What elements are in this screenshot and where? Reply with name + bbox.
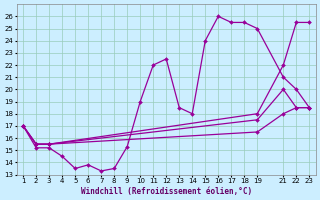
X-axis label: Windchill (Refroidissement éolien,°C): Windchill (Refroidissement éolien,°C)	[81, 187, 252, 196]
